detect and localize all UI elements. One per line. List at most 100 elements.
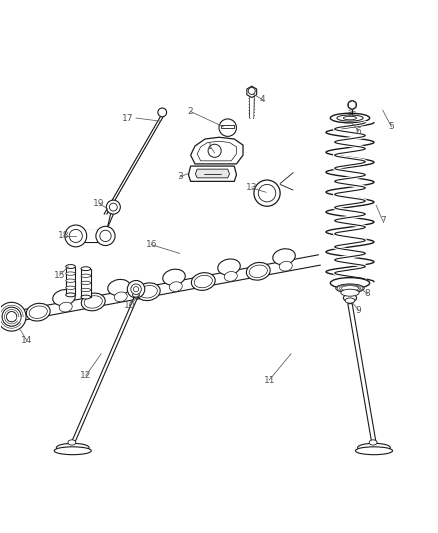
Ellipse shape <box>54 447 91 455</box>
Ellipse shape <box>273 249 295 265</box>
Ellipse shape <box>84 296 102 308</box>
Ellipse shape <box>341 289 359 296</box>
Ellipse shape <box>66 293 75 297</box>
Polygon shape <box>66 266 75 295</box>
Circle shape <box>208 144 221 157</box>
Ellipse shape <box>337 285 363 292</box>
Text: 16: 16 <box>145 240 157 249</box>
Circle shape <box>158 108 166 117</box>
Ellipse shape <box>279 261 292 271</box>
Circle shape <box>134 287 139 292</box>
Ellipse shape <box>336 284 364 293</box>
Ellipse shape <box>81 274 91 278</box>
Ellipse shape <box>337 115 363 121</box>
Ellipse shape <box>108 279 130 295</box>
Polygon shape <box>104 116 163 214</box>
Circle shape <box>348 101 357 109</box>
Circle shape <box>110 203 117 211</box>
Ellipse shape <box>81 288 91 292</box>
Circle shape <box>131 284 141 294</box>
Ellipse shape <box>163 269 185 285</box>
Text: 10: 10 <box>124 301 135 310</box>
Polygon shape <box>348 101 356 109</box>
Text: 17: 17 <box>122 114 133 123</box>
Text: 5: 5 <box>389 122 394 131</box>
Ellipse shape <box>330 113 370 123</box>
Ellipse shape <box>343 294 357 302</box>
Circle shape <box>106 200 120 214</box>
Circle shape <box>65 225 87 247</box>
Ellipse shape <box>66 279 75 282</box>
Polygon shape <box>71 297 138 443</box>
Ellipse shape <box>249 265 267 278</box>
Text: 19: 19 <box>93 199 105 208</box>
Circle shape <box>258 184 276 202</box>
Ellipse shape <box>136 283 160 301</box>
Text: 15: 15 <box>54 271 65 280</box>
Polygon shape <box>188 166 237 181</box>
Polygon shape <box>348 304 376 443</box>
Text: 7: 7 <box>380 216 385 225</box>
Text: 18: 18 <box>58 231 70 240</box>
Ellipse shape <box>114 292 127 302</box>
Circle shape <box>69 229 82 243</box>
Ellipse shape <box>26 303 50 321</box>
Circle shape <box>7 311 17 322</box>
Ellipse shape <box>81 293 105 311</box>
Ellipse shape <box>59 302 72 312</box>
Ellipse shape <box>339 285 360 292</box>
Ellipse shape <box>81 281 91 285</box>
Circle shape <box>96 227 115 246</box>
Ellipse shape <box>194 275 212 288</box>
Ellipse shape <box>66 264 75 269</box>
Ellipse shape <box>81 295 91 299</box>
Ellipse shape <box>139 286 157 298</box>
Circle shape <box>254 180 280 206</box>
Circle shape <box>100 230 111 241</box>
Ellipse shape <box>357 443 390 452</box>
Ellipse shape <box>29 306 47 318</box>
Circle shape <box>2 307 21 326</box>
Polygon shape <box>197 141 237 161</box>
Ellipse shape <box>133 293 140 297</box>
Ellipse shape <box>247 262 270 280</box>
Circle shape <box>248 87 255 94</box>
Ellipse shape <box>224 271 237 281</box>
Ellipse shape <box>343 116 357 120</box>
Ellipse shape <box>53 289 75 305</box>
Text: 12: 12 <box>80 371 92 380</box>
Ellipse shape <box>356 447 392 455</box>
Text: 6: 6 <box>356 127 362 136</box>
Ellipse shape <box>345 298 355 303</box>
Circle shape <box>127 280 145 298</box>
Ellipse shape <box>169 282 182 292</box>
Polygon shape <box>13 255 320 322</box>
Ellipse shape <box>66 272 75 275</box>
Polygon shape <box>81 269 91 297</box>
Ellipse shape <box>191 273 215 290</box>
Polygon shape <box>247 86 257 98</box>
Ellipse shape <box>81 266 91 271</box>
Polygon shape <box>250 94 254 118</box>
Text: 3: 3 <box>177 173 183 182</box>
Ellipse shape <box>218 259 240 275</box>
Ellipse shape <box>330 278 370 288</box>
Polygon shape <box>221 125 234 128</box>
Text: 4: 4 <box>260 95 265 104</box>
Polygon shape <box>191 138 243 164</box>
Ellipse shape <box>57 443 89 452</box>
Ellipse shape <box>68 440 76 445</box>
Ellipse shape <box>369 440 377 445</box>
Text: 2: 2 <box>188 107 194 116</box>
Text: 11: 11 <box>264 376 275 384</box>
Polygon shape <box>76 230 106 242</box>
Text: 8: 8 <box>364 289 370 298</box>
Circle shape <box>219 119 237 136</box>
Text: 13: 13 <box>246 183 258 192</box>
Text: 9: 9 <box>356 305 362 314</box>
Ellipse shape <box>342 286 358 291</box>
Text: 1: 1 <box>207 142 213 151</box>
Circle shape <box>0 302 26 331</box>
Text: 14: 14 <box>21 336 32 345</box>
Ellipse shape <box>66 286 75 289</box>
